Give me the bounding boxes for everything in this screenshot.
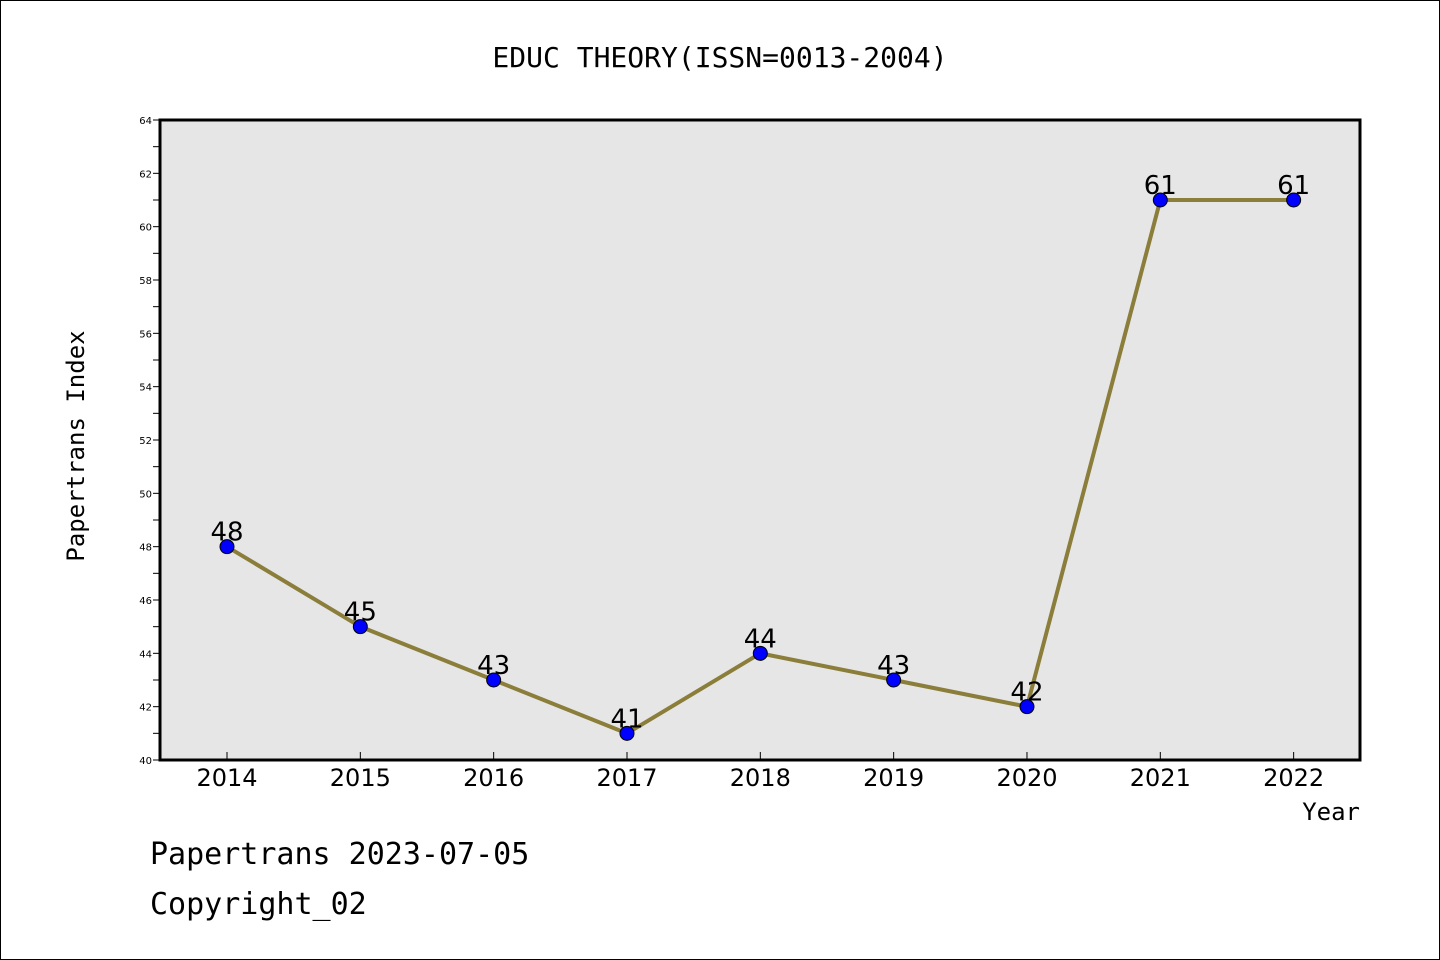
- y-tick-label: 50: [139, 489, 152, 500]
- data-point: [219, 539, 235, 555]
- y-tick-label: 58: [139, 276, 152, 287]
- data-point: [352, 619, 368, 635]
- data-label: 42: [1010, 678, 1043, 708]
- data-point: [752, 645, 768, 661]
- plot-border: [158, 118, 1362, 762]
- y-tick-label: 54: [139, 383, 152, 394]
- series: 48 45 43 41 44 43 42 61 61: [210, 171, 1310, 741]
- x-axis-label: Year: [1302, 798, 1360, 826]
- data-label: 45: [344, 598, 377, 628]
- data-label: 44: [744, 624, 777, 654]
- data-point: [619, 725, 635, 741]
- y-tick-label: 48: [139, 543, 152, 554]
- x-tick-label: 2018: [730, 764, 791, 792]
- data-point: [486, 672, 502, 688]
- chart-title: EDUC THEORY(ISSN=0013-2004): [492, 41, 947, 74]
- data-label: 48: [210, 518, 243, 548]
- data-label: 61: [1144, 171, 1177, 201]
- data-label: 61: [1277, 171, 1310, 201]
- x-tick-label: 2016: [463, 764, 524, 792]
- y-tick-label: 56: [139, 329, 152, 340]
- y-tick-label: 60: [139, 223, 152, 234]
- x-tick-label: 2022: [1263, 764, 1324, 792]
- footer-date: Papertrans 2023-07-05: [150, 837, 529, 872]
- data-label: 43: [877, 651, 910, 681]
- data-point: [1152, 192, 1168, 208]
- y-tick-label: 52: [139, 436, 152, 447]
- axes: 40 42 44 46 48 50 52 54 56 58 60 62 64 2014 2015 2016 20…: [139, 116, 1324, 792]
- data-point: [886, 672, 902, 688]
- y-tick-label: 44: [139, 649, 152, 660]
- y-tick-label: 40: [139, 756, 152, 767]
- x-tick-label: 2017: [596, 764, 657, 792]
- y-tick-label: 62: [139, 169, 152, 180]
- y-tick-label: 64: [139, 116, 152, 127]
- y-tick-label: 42: [139, 703, 152, 714]
- data-label: 41: [610, 704, 643, 734]
- y-axis-label: Papertrans Index: [62, 330, 90, 561]
- y-tick-label: 46: [139, 596, 152, 607]
- data-point: [1286, 192, 1302, 208]
- x-tick-label: 2019: [863, 764, 924, 792]
- x-tick-label: 2015: [330, 764, 391, 792]
- x-tick-label: 2014: [196, 764, 257, 792]
- x-tick-label: 2020: [996, 764, 1057, 792]
- data-point: [1019, 699, 1035, 715]
- x-tick-label: 2021: [1130, 764, 1191, 792]
- plot-area: [160, 120, 1360, 760]
- data-label: 43: [477, 651, 510, 681]
- footer-copyright: Copyright_02: [150, 887, 367, 922]
